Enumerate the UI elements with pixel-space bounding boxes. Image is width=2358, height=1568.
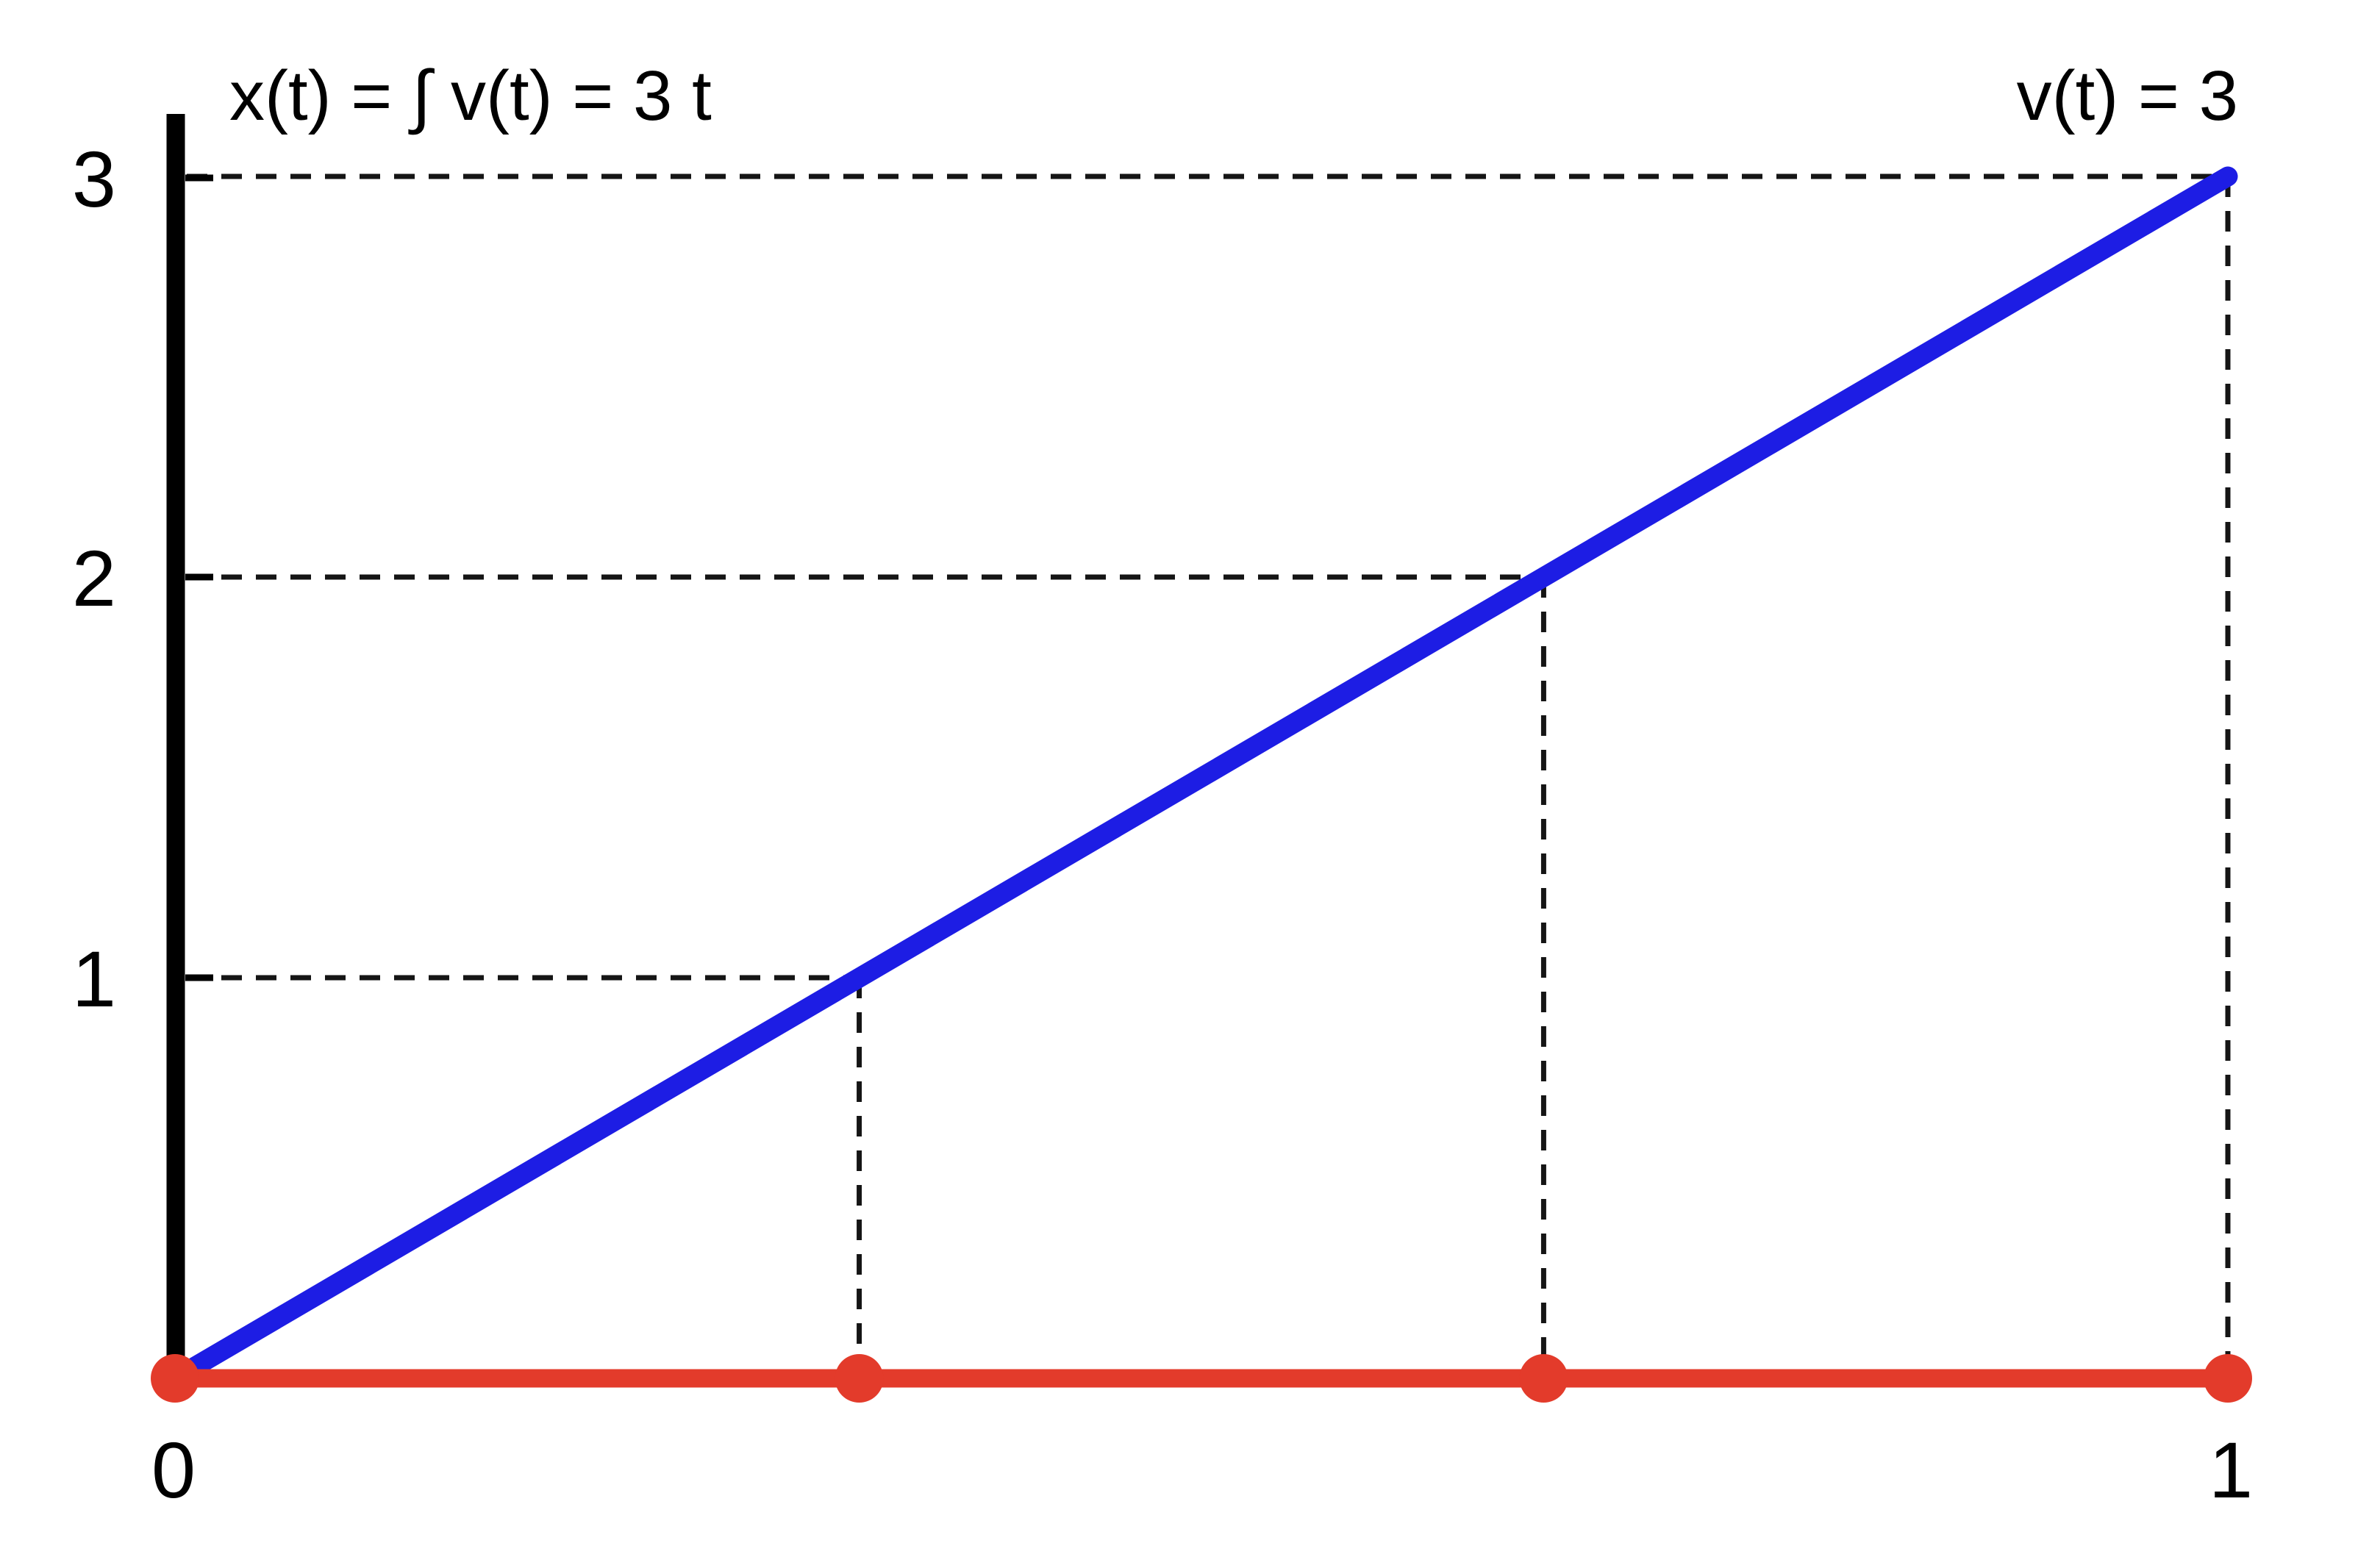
- y-tick-label-2: 2: [72, 534, 116, 623]
- y-axis-ticks: [185, 174, 213, 981]
- x-tick-label-1: 1: [2209, 1425, 2253, 1514]
- velocity-sample-dot: [2204, 1354, 2252, 1403]
- x-tick-label-0: 0: [151, 1425, 196, 1514]
- guide-lines: [187, 173, 2231, 1378]
- position-equation-label: x(t) = ∫ v(t) = 3 t: [229, 57, 712, 135]
- velocity-sample-dot: [1519, 1354, 1568, 1403]
- position-line: [165, 166, 2238, 1389]
- velocity-equation-label: v(t) = 3: [2017, 57, 2238, 135]
- velocity-sample-dot: [835, 1354, 884, 1403]
- series-layer: [151, 166, 2252, 1403]
- y-tick-label-1: 1: [72, 934, 116, 1023]
- y-tick-label-3: 3: [72, 135, 116, 223]
- velocity-sample-dot: [151, 1354, 199, 1403]
